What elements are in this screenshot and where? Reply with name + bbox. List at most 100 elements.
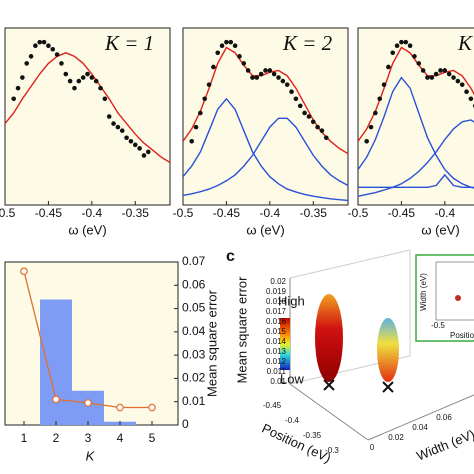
fit-curve [182, 117, 349, 197]
z-tick-label: 0.016 [266, 317, 287, 326]
data-point [364, 138, 369, 144]
y2-tick-label: 0.03 [182, 347, 206, 361]
bar [40, 299, 72, 425]
x-axis [289, 383, 369, 441]
x-tick-label: -0.5 [173, 206, 194, 220]
x-tick-label: -0.35 [122, 206, 150, 220]
data-point [438, 68, 443, 73]
colorbar [280, 318, 290, 370]
inset-cloud [455, 295, 461, 301]
data-point [215, 50, 221, 56]
data-point [124, 135, 129, 141]
data-point [106, 114, 112, 119]
data-point [98, 85, 103, 91]
z-tick-label: 0.013 [266, 347, 287, 356]
x-tick-label: -0.45 [213, 206, 241, 220]
data-point [267, 68, 273, 73]
data-point [193, 124, 199, 130]
data-point [102, 96, 108, 102]
fit-curve [358, 173, 474, 188]
x-tick-label: 4 [117, 431, 124, 445]
data-point [50, 46, 56, 52]
data-point [433, 71, 439, 77]
data-point [442, 68, 448, 73]
z-tick-label: 0.015 [266, 327, 287, 336]
data-point [323, 135, 329, 141]
plot-area [357, 27, 474, 206]
data-point [394, 43, 400, 48]
inset-x-label: Position (eV) [450, 331, 474, 340]
x-tick-label: -0.4 [285, 416, 299, 425]
data-point [284, 82, 290, 87]
data-point [241, 61, 247, 66]
data-point [28, 54, 34, 59]
data-point [206, 82, 212, 87]
data-point [115, 124, 121, 130]
x-axis-label: ω (eV) [246, 222, 284, 237]
x-tick-label: -0.4 [81, 206, 102, 220]
x-tick-label: -0.4 [434, 206, 455, 220]
data-point [416, 61, 422, 66]
data-point [63, 71, 69, 77]
data-point [319, 128, 325, 133]
z-tick-label: 0.018 [266, 297, 287, 306]
z-tick-label: 0.02 [270, 277, 286, 286]
x-axis-label: ω (eV) [421, 222, 459, 237]
error-marker [148, 403, 156, 412]
data-point [310, 119, 316, 125]
data-point [80, 75, 86, 80]
y2-tick-label: 0.02 [182, 371, 206, 385]
inset-y-label: Width (eV) [419, 273, 428, 311]
y2-axis-label: Mean square error [204, 289, 219, 397]
colorbar-low: Low [280, 371, 304, 386]
error-marker [116, 403, 124, 412]
data-point [89, 75, 95, 80]
y2-tick-label: 0 [182, 417, 189, 431]
data-point [24, 61, 30, 66]
bar [72, 390, 104, 425]
data-point [407, 43, 413, 48]
data-point [15, 85, 21, 91]
data-point [412, 54, 417, 59]
data-point [464, 89, 469, 95]
data-point [198, 110, 203, 116]
data-point [306, 114, 312, 119]
x-tick-label: -0.5 [348, 206, 369, 220]
data-point [132, 142, 138, 148]
x-tick-label: -0.45 [35, 206, 63, 220]
data-point [293, 96, 299, 102]
y-tick-label: 0.06 [436, 413, 452, 422]
y2-tick-label: 0.06 [182, 277, 206, 291]
z-tick-label: 0.012 [266, 357, 287, 366]
data-point [451, 75, 456, 80]
x-tick-label: -0.35 [300, 206, 328, 220]
y2-tick-label: 0.07 [182, 254, 206, 268]
data-point [381, 82, 387, 87]
data-point [46, 43, 51, 48]
data-point [250, 75, 255, 80]
data-point [459, 82, 465, 87]
data-point [33, 43, 38, 48]
data-point [219, 43, 225, 48]
data-point [280, 78, 286, 84]
data-point [189, 138, 194, 144]
data-point [67, 78, 73, 84]
x-axis-label: K [86, 448, 96, 463]
data-point [468, 96, 474, 102]
fit-curve [182, 97, 349, 202]
fit-curve [357, 119, 474, 197]
colorbar-high: High [278, 293, 305, 308]
data-point [368, 124, 374, 130]
data-point [85, 71, 90, 77]
x-tick-label: 2 [53, 431, 60, 445]
minimum-marker [323, 379, 394, 393]
data-point [302, 110, 307, 116]
x-tick-label: -0.45 [263, 401, 282, 410]
data-point [141, 153, 147, 158]
data-point [137, 146, 142, 151]
data-point [425, 75, 430, 80]
x-tick-label: 1 [21, 431, 28, 445]
data-point [373, 110, 378, 116]
data-point [297, 103, 303, 109]
data-point [76, 78, 82, 84]
